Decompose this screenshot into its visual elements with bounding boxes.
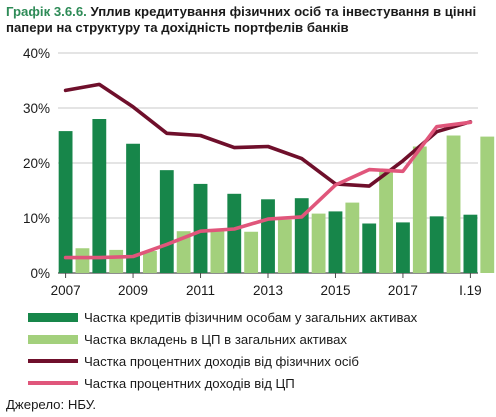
chart-title-text: Уплив кредитування фізичних осіб та інве… [6, 4, 477, 35]
bar-consumer-loans [429, 216, 444, 273]
x-tick-label: 2007 [51, 283, 81, 298]
bar-consumer-loans [294, 198, 309, 273]
chart-number: Графік 3.6.6. [6, 4, 87, 19]
y-tick-label: 40% [23, 46, 50, 61]
legend-swatch-dark-green [28, 312, 78, 322]
x-tick-label: 2013 [253, 283, 283, 298]
legend-item-securities-income: Частка процентних доходів від ЦП [28, 372, 488, 394]
bar-securities [143, 251, 157, 273]
bar-consumer-loans [58, 131, 73, 273]
bar-consumer-loans [261, 199, 275, 273]
bar-securities [244, 231, 259, 273]
legend-item-consumer-loans: Частка кредитів фізичним особам у загаль… [28, 306, 488, 328]
chart-title: Графік 3.6.6. Уплив кредитування фізични… [6, 4, 490, 36]
x-tick-label: 2015 [320, 283, 350, 298]
bar-securities [210, 231, 225, 273]
bar-consumer-loans [227, 193, 242, 273]
bar-consumer-loans [159, 170, 174, 273]
bar-consumer-loans [126, 143, 140, 273]
bar-securities [277, 219, 292, 273]
legend-swatch-maroon [28, 359, 78, 363]
bar-consumer-loans [362, 223, 377, 273]
x-tick-label: I.19 [459, 283, 482, 298]
bar-consumer-loans [193, 183, 208, 273]
source-note: Джерело: НБУ. [6, 397, 96, 412]
bar-securities [176, 231, 191, 273]
y-tick-label: 20% [23, 156, 50, 171]
line-securities-income [63, 120, 473, 260]
legend: Частка кредитів фізичним особам у загаль… [28, 306, 488, 394]
bar-securities [345, 202, 360, 273]
legend-label: Частка процентних доходів від ЦП [84, 375, 295, 391]
bar-securities [109, 249, 124, 273]
bar-securities [412, 146, 427, 273]
legend-item-household-income: Частка процентних доходів від фізичних о… [28, 350, 488, 372]
legend-swatch-pink [28, 381, 78, 385]
legend-label: Частка кредитів фізичним особам у загаль… [84, 309, 418, 325]
legend-label: Частка процентних доходів від фізичних о… [84, 353, 359, 369]
legend-item-securities: Частка вкладень в ЦП в загальних активах [28, 328, 488, 350]
line-household-income [63, 82, 473, 188]
bar-securities [446, 135, 461, 273]
legend-label: Частка вкладень в ЦП в загальних активах [84, 331, 348, 347]
bar-securities [75, 248, 90, 273]
bar-consumer-loans [328, 211, 343, 273]
bar-securities [379, 170, 393, 273]
x-tick-label: 2009 [118, 283, 148, 298]
bar-securities [480, 136, 495, 273]
legend-swatch-light-green [28, 334, 78, 344]
y-tick-label: 0% [30, 266, 50, 281]
bar-securities [311, 213, 326, 273]
combo-chart: 0% 10% 20% 30% 40% 2007 2009 2011 2013 2015 2017 I.… [23, 46, 495, 298]
x-tick-label: 2011 [186, 283, 215, 298]
bar-consumer-loans [396, 222, 410, 273]
y-tick-label: 10% [23, 211, 50, 226]
bar-consumer-loans [92, 119, 107, 273]
x-tick-label: 2017 [388, 283, 418, 298]
bar-consumer-loans [463, 214, 478, 273]
y-tick-label: 30% [23, 101, 50, 116]
